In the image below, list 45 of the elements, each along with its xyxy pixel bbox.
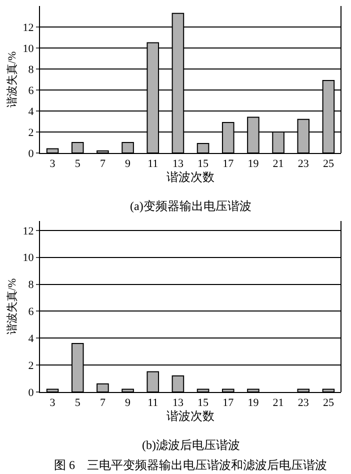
x-tick-label: 5	[74, 397, 81, 410]
x-tick-label: 7	[100, 397, 106, 410]
y-tick-label: 2	[28, 360, 34, 372]
x-tick-label: 13	[172, 397, 184, 410]
y-tick-label: 2	[28, 126, 34, 139]
x-tick-label: 17	[222, 158, 234, 170]
x-tick-label: 11	[148, 158, 158, 170]
x-tick-label: 3	[50, 397, 56, 410]
x-axis-title: 谐波次数	[166, 170, 214, 184]
x-tick-label: 23	[298, 158, 310, 170]
x-tick-label: 9	[125, 397, 132, 410]
y-tick-label: 8	[28, 279, 34, 292]
y-tick-label: 4	[28, 332, 34, 345]
x-tick-label: 15	[198, 397, 210, 410]
x-tick-label: 19	[248, 158, 260, 170]
x-tick-label: 13	[172, 158, 184, 170]
x-tick-label: 17	[222, 397, 234, 410]
y-tick-label: 0	[28, 148, 34, 160]
y-tick-label: 4	[28, 106, 34, 118]
x-tick-label: 19	[248, 397, 260, 410]
x-tick-label: 9	[125, 158, 132, 170]
y-tick-label: 10	[22, 252, 34, 264]
y-tick-label: 6	[28, 84, 34, 97]
text: (a)变频器输出电压谐波	[130, 199, 252, 213]
text: (b)滤波后电压谐波	[142, 438, 240, 452]
x-axis-title: 谐波次数	[166, 409, 214, 424]
y-axis-title: 谐波失真/%	[5, 278, 18, 335]
x-tick-label: 25	[322, 397, 334, 410]
y-tick-label: 10	[22, 42, 34, 55]
x-tick-label: 7	[100, 158, 106, 170]
y-tick-label: 8	[28, 64, 34, 76]
x-tick-label: 3	[50, 158, 56, 170]
x-tick-label: 21	[272, 397, 284, 410]
y-tick-label: 6	[28, 306, 34, 318]
y-axis-title: 谐波失真/%	[5, 51, 18, 108]
caption: 图 6 三电平变频器输出电压谐波和滤波后电压谐波	[54, 458, 327, 472]
x-tick-label: 21	[272, 158, 284, 170]
y-tick-label: 0	[28, 386, 34, 399]
x-tick-label: 25	[322, 158, 334, 170]
y-tick-label: 12	[22, 22, 34, 34]
y-tick-label: 12	[22, 225, 34, 238]
x-tick-label: 11	[148, 397, 158, 410]
x-tick-label: 5	[74, 158, 81, 170]
x-tick-label: 23	[298, 397, 310, 410]
x-tick-label: 15	[198, 158, 210, 170]
